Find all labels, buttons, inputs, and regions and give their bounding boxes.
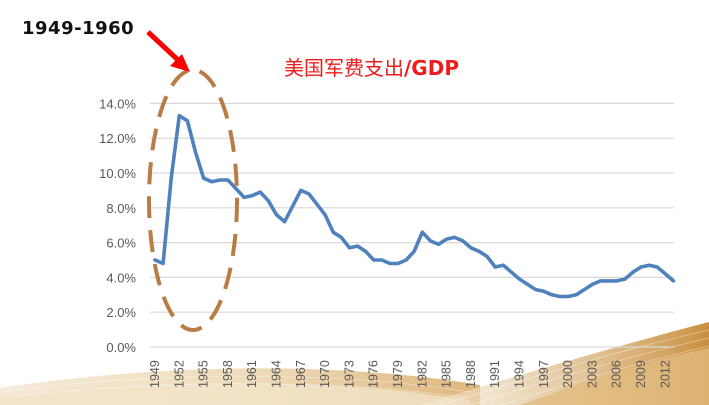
x-tick-label: 1967 [294, 360, 308, 388]
x-tick-label: 1985 [440, 360, 454, 388]
red-arrow-icon [146, 30, 190, 72]
x-tick-label: 1997 [537, 360, 551, 388]
chart-title-chinese: 美国军费支出 [284, 56, 404, 80]
x-tick-label: 2012 [658, 360, 672, 388]
x-tick-label: 1958 [221, 360, 235, 388]
x-tick-label: 1988 [464, 360, 478, 388]
y-tick-label: 12.0% [99, 131, 136, 146]
chart-title-gdp: /GDP [404, 56, 459, 80]
x-tick-label: 1976 [367, 360, 381, 388]
x-tick-label: 1970 [318, 360, 332, 388]
y-tick-label: 8.0% [106, 201, 136, 216]
x-tick-label: 1979 [391, 360, 405, 388]
chart-title: 美国军费支出/GDP [284, 52, 459, 81]
x-tick-label: 1961 [245, 360, 259, 388]
x-tick-label: 1973 [342, 360, 356, 388]
x-axis-labels: 1949 1952 1955 1958 1961 1964 1967 1970 1973 1976… [148, 360, 672, 388]
x-tick-label: 2006 [610, 360, 624, 388]
x-tick-label: 1964 [270, 360, 284, 388]
x-tick-label: 1952 [172, 360, 186, 388]
x-tick-label: 1955 [197, 360, 211, 388]
y-tick-label: 6.0% [106, 236, 136, 251]
y-tick-label: 4.0% [106, 270, 136, 285]
gridlines [150, 102, 674, 348]
x-tick-label: 2000 [561, 360, 575, 388]
x-tick-label: 2003 [585, 360, 599, 388]
highlight-ellipse [147, 68, 239, 332]
data-line [153, 113, 676, 299]
y-tick-label: 14.0% [99, 96, 136, 111]
x-tick-label: 1991 [488, 360, 502, 388]
y-axis-labels: 0.0% 2.0% 4.0% 6.0% 8.0% 10.0% 12.0% 14.0% [99, 96, 136, 355]
y-tick-label: 0.0% [106, 340, 136, 355]
y-tick-label: 10.0% [99, 166, 136, 181]
x-tick-label: 1994 [513, 360, 527, 388]
x-tick-label: 2009 [634, 360, 648, 388]
highlight-period-label: 1949-1960 [22, 18, 135, 39]
y-tick-label: 2.0% [106, 305, 136, 320]
x-tick-label: 1982 [415, 360, 429, 388]
x-tick-label: 1949 [148, 360, 162, 388]
